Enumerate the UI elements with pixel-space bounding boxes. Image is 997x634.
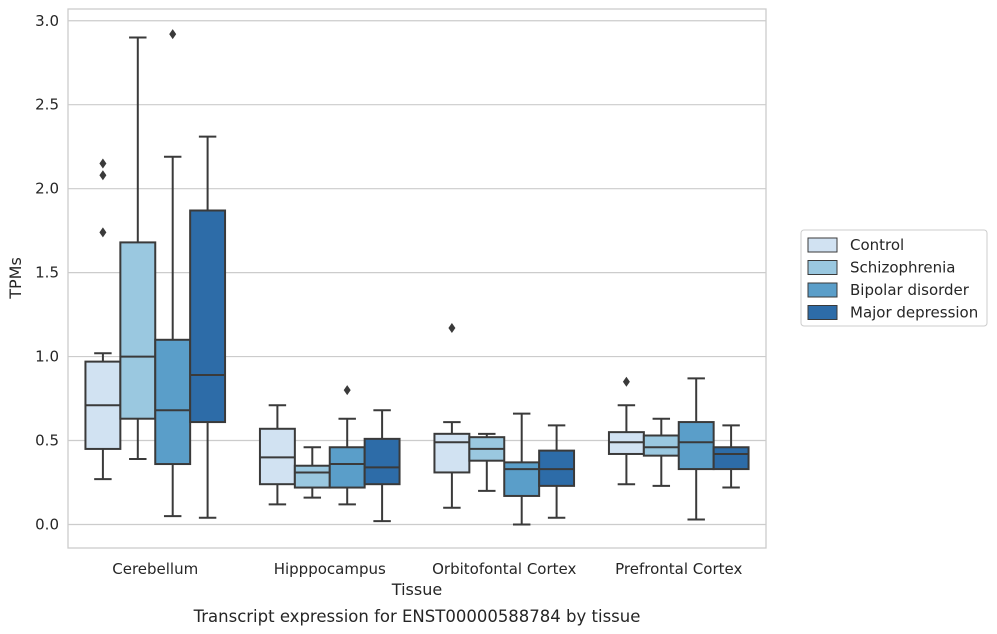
legend-swatch [807,282,838,298]
outlier-point [99,227,107,238]
legend-swatch [807,260,838,275]
y-tick-label: 0.0 [35,515,59,533]
box-iqr [154,338,192,466]
box-major-depression [538,424,576,519]
box-major-depression [712,424,750,489]
box-control [433,323,471,509]
box-schizophrenia [468,432,506,492]
legend-frame [800,229,988,327]
legend-swatch [807,237,838,253]
box-iqr [119,241,157,420]
outlier-point [99,170,107,181]
outlier-point [99,158,107,169]
box-schizophrenia [642,417,680,487]
box-major-depression [363,409,401,523]
legend-label: Schizophrenia [850,259,955,277]
box-iqr [293,464,331,489]
x-tick-label: Orbitofontal Cortex [432,560,576,578]
box-iqr [328,446,366,489]
outlier-point [343,385,351,396]
box-groups [84,29,750,526]
y-tick-label: 1.0 [35,348,59,366]
box-major-depression [189,135,227,519]
box-bipolar-disorder [677,377,715,521]
x-tick-label: Prefrontal Cortex [615,560,742,578]
legend-label: Major depression [850,304,978,322]
box-iqr [503,461,541,497]
box-schizophrenia [119,36,157,461]
box-bipolar-disorder [328,385,366,506]
x-tick-label: Cerebellum [112,560,198,578]
plot-area-frame [67,8,767,549]
box-bipolar-disorder [154,29,192,518]
y-tick-labels: 0.0 0.5 1.0 1.5 2.0 2.5 3.0 [35,12,59,534]
outlier-point [169,29,177,40]
legend-label: Control [850,236,904,254]
box-iqr [677,421,715,471]
y-tick-label: 0.5 [35,432,59,450]
box-control [84,158,122,481]
box-iqr [363,437,401,486]
outlier-point [622,376,630,387]
figure-caption: Transcript expression for ENST0000058878… [193,607,641,626]
y-tick-label: 3.0 [35,12,59,30]
x-tick-labels: Cerebellum Hipppocampus Orbitofontal Corte… [112,560,742,578]
box-iqr [189,209,227,424]
x-axis-title: Tissue [391,580,442,599]
y-axis-title: TPMs [6,257,25,300]
y-tick-label: 1.5 [35,264,59,282]
outlier-point [448,323,456,334]
y-tick-label: 2.5 [35,96,59,114]
legend: Control Schizophrenia Bipolar disorder Majo… [800,229,988,327]
box-iqr [433,432,471,474]
x-tick-label: Hipppocampus [274,560,386,578]
y-tick-label: 2.0 [35,180,59,198]
legend-swatch [807,305,838,320]
box-iqr [642,434,680,457]
legend-label: Bipolar disorder [850,281,970,299]
box-iqr [712,446,750,471]
box-control [258,404,296,506]
